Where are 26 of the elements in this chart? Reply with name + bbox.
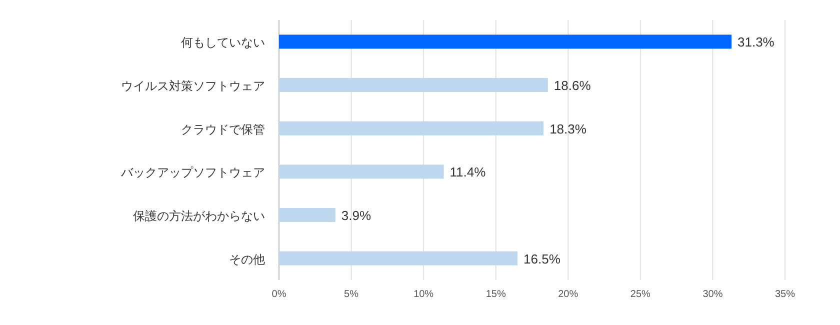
x-tick-label: 5%: [344, 289, 359, 300]
x-tick-label: 25%: [630, 289, 651, 300]
data-label: 31.3%: [738, 34, 775, 50]
bar: [279, 78, 548, 92]
data-label: 18.3%: [550, 121, 587, 136]
x-tick-label: 35%: [774, 289, 796, 300]
y-tick-label: クラウドで保管: [181, 122, 265, 136]
data-label: 16.5%: [524, 251, 561, 266]
x-tick-label: 15%: [486, 289, 506, 300]
x-tick-label: 30%: [702, 289, 723, 300]
y-tick-label: ウイルス対策ソフトウェア: [121, 79, 265, 93]
x-tick-label: 20%: [558, 289, 578, 300]
y-tick-label: 何もしていない: [181, 36, 265, 50]
x-tick-label: 0%: [272, 289, 286, 300]
bar: [279, 251, 518, 266]
y-tick-label: その他: [229, 252, 265, 266]
bar: [279, 121, 544, 136]
data-label: 18.6%: [554, 78, 592, 93]
bar: [279, 34, 732, 49]
y-tick-label: 保護の方法がわからない: [133, 209, 265, 223]
bar: [279, 164, 444, 179]
y-tick-label: バックアップソフトウェア: [120, 166, 265, 180]
bar: [279, 208, 336, 222]
data-label: 11.4%: [450, 164, 486, 180]
data-label: 3.9%: [341, 208, 372, 223]
x-tick-label: 10%: [414, 289, 434, 300]
